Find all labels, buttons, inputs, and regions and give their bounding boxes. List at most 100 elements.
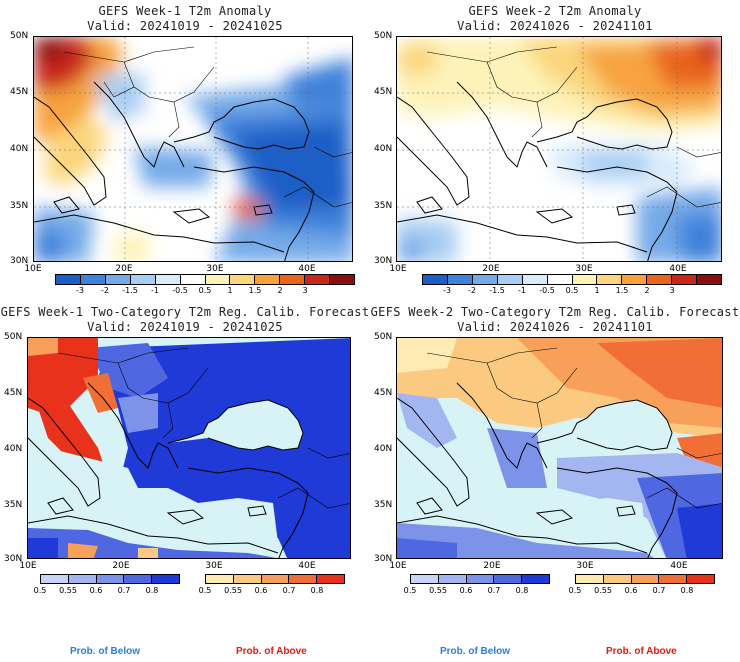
lon-label: 10E bbox=[389, 264, 407, 274]
below-colorbar-swatch bbox=[96, 575, 125, 583]
map-week1-anomaly bbox=[33, 36, 353, 262]
lat-label: 50N bbox=[4, 332, 23, 342]
below-colorbar-tick-label: 0.5 bbox=[403, 586, 417, 595]
lat-label: 35N bbox=[10, 201, 29, 211]
lon-label: 10E bbox=[24, 264, 42, 274]
anomaly-colorbar-swatch bbox=[497, 275, 523, 284]
anomaly-colorbar-tick-label: -3 bbox=[443, 286, 451, 295]
country-borders bbox=[426, 46, 721, 208]
country-borders bbox=[426, 347, 722, 509]
above-colorbar-tick-label: 0.5 bbox=[568, 586, 582, 595]
above-colorbar-tick-label: 0.8 bbox=[680, 586, 694, 595]
below-colorbar-swatch bbox=[41, 575, 69, 583]
above-colorbar-tick-label: 0.55 bbox=[594, 586, 612, 595]
lon-label: 30E bbox=[576, 561, 594, 571]
above-colorbar-swatch bbox=[631, 575, 660, 583]
lat-label: 45N bbox=[10, 87, 29, 97]
above-colorbar-labels: 0.5 0.55 0.6 0.7 0.8 bbox=[199, 586, 345, 596]
lat-label: 50N bbox=[374, 332, 393, 342]
prob-above-label: Prob. of Above bbox=[236, 646, 307, 657]
prob-above-label: Prob. of Above bbox=[606, 646, 677, 657]
anomaly-colorbar-tick-label: -1 bbox=[518, 286, 526, 295]
anomaly-colorbar-labels: -3 -2 -1.5 -1 -0.5 0.5 1 1.5 2 3 bbox=[55, 286, 355, 296]
panel-valid-dates: Valid: 20241026 - 20241101 bbox=[457, 19, 653, 33]
panel-valid-dates: Valid: 20241026 - 20241101 bbox=[457, 320, 653, 334]
prob-below-label: Prob. of Below bbox=[440, 646, 510, 657]
anomaly-colorbar-swatch bbox=[205, 275, 231, 284]
panel-week2-anomaly: GEFS Week-2 T2m Anomaly Valid: 20241026 … bbox=[370, 0, 740, 300]
lon-label: 40E bbox=[669, 264, 687, 274]
panel-valid-dates: Valid: 20241019 - 20241025 bbox=[87, 19, 283, 33]
below-colorbar bbox=[410, 574, 550, 584]
lon-label: 10E bbox=[19, 561, 37, 571]
anomaly-colorbar-swatch bbox=[105, 275, 131, 284]
anomaly-colorbar-swatch bbox=[330, 275, 355, 284]
panel-title: GEFS Week-2 Two-Category T2m Reg. Calib.… bbox=[370, 305, 740, 319]
country-borders bbox=[57, 347, 350, 509]
above-colorbar bbox=[575, 574, 715, 584]
panel-week2-prob: GEFS Week-2 Two-Category T2m Reg. Calib.… bbox=[370, 300, 740, 662]
anomaly-colorbar-swatch bbox=[155, 275, 181, 284]
below-colorbar-swatch bbox=[494, 575, 523, 583]
above-colorbar-swatch bbox=[603, 575, 632, 583]
below-colorbar-tick-label: 0.5 bbox=[33, 586, 47, 595]
gridlines bbox=[34, 37, 352, 261]
anomaly-colorbar-tick-label: -1.5 bbox=[489, 286, 505, 295]
lon-label: 20E bbox=[483, 561, 501, 571]
anomaly-colorbar bbox=[422, 274, 722, 285]
above-colorbar-swatch bbox=[576, 575, 604, 583]
anomaly-colorbar-tick-label: 1 bbox=[594, 286, 600, 295]
below-colorbar-tick-label: 0.8 bbox=[145, 586, 159, 595]
lat-label: 30N bbox=[374, 554, 393, 564]
anomaly-colorbar-swatch bbox=[423, 275, 448, 284]
lon-label: 20E bbox=[482, 264, 500, 274]
below-colorbar-swatch bbox=[466, 575, 495, 583]
above-colorbar-tick-label: 0.6 bbox=[254, 586, 268, 595]
country-borders bbox=[63, 46, 352, 208]
below-colorbar-tick-label: 0.55 bbox=[59, 586, 77, 595]
below-colorbar-swatch bbox=[68, 575, 97, 583]
below-colorbar-swatch bbox=[152, 575, 179, 583]
panel-title: GEFS Week-1 Two-Category T2m Reg. Calib.… bbox=[0, 305, 370, 319]
below-colorbar bbox=[40, 574, 180, 584]
below-colorbar-swatch bbox=[411, 575, 439, 583]
panel-valid-dates: Valid: 20241019 - 20241025 bbox=[87, 320, 283, 334]
lat-label: 30N bbox=[374, 256, 393, 266]
anomaly-colorbar-tick-label: 0.5 bbox=[198, 286, 212, 295]
above-colorbar-tick-label: 0.6 bbox=[624, 586, 638, 595]
lat-label: 45N bbox=[374, 388, 393, 398]
above-colorbar-tick-label: 0.7 bbox=[282, 586, 296, 595]
anomaly-colorbar-swatch bbox=[622, 275, 648, 284]
above-colorbar bbox=[205, 574, 345, 584]
anomaly-colorbar-tick-label: -1 bbox=[151, 286, 159, 295]
anomaly-colorbar-tick-label: 3 bbox=[669, 286, 675, 295]
anomaly-colorbar-swatch bbox=[522, 275, 548, 284]
below-colorbar-swatch bbox=[438, 575, 467, 583]
above-colorbar-swatch bbox=[317, 575, 344, 583]
lon-label: 30E bbox=[205, 561, 223, 571]
below-colorbar-tick-label: 0.8 bbox=[515, 586, 529, 595]
anomaly-colorbar-swatch bbox=[130, 275, 156, 284]
above-colorbar-swatch bbox=[261, 575, 290, 583]
above-colorbar-swatch bbox=[687, 575, 714, 583]
lat-label: 45N bbox=[4, 388, 23, 398]
probability-field bbox=[28, 338, 350, 558]
anomaly-colorbar-swatch bbox=[647, 275, 673, 284]
lat-label: 50N bbox=[10, 31, 29, 41]
anomaly-colorbar-tick-label: 1.5 bbox=[615, 286, 629, 295]
anomaly-colorbar-swatch bbox=[180, 275, 206, 284]
coastlines bbox=[397, 81, 678, 261]
below-colorbar-labels: 0.5 0.55 0.6 0.7 0.8 bbox=[404, 586, 550, 596]
panel-title: GEFS Week-1 T2m Anomaly bbox=[98, 4, 272, 18]
lat-label: 30N bbox=[4, 554, 23, 564]
anomaly-colorbar-swatch bbox=[230, 275, 256, 284]
below-colorbar-tick-label: 0.6 bbox=[89, 586, 103, 595]
below-colorbar-swatch bbox=[124, 575, 153, 583]
anomaly-colorbar-swatch bbox=[80, 275, 106, 284]
above-colorbar-tick-label: 0.55 bbox=[224, 586, 242, 595]
lon-label: 40E bbox=[298, 561, 316, 571]
below-colorbar-tick-label: 0.7 bbox=[487, 586, 501, 595]
above-colorbar-labels: 0.5 0.55 0.6 0.7 0.8 bbox=[569, 586, 715, 596]
anomaly-colorbar-swatch bbox=[547, 275, 573, 284]
lat-label: 40N bbox=[4, 444, 23, 454]
